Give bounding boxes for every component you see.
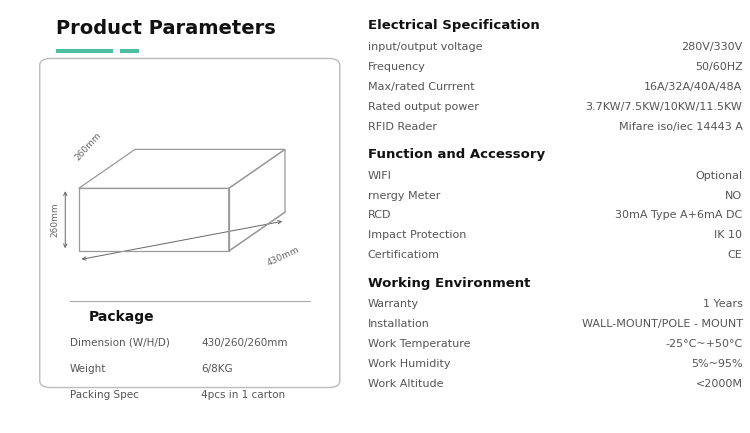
Text: Installation: Installation xyxy=(368,319,429,329)
Text: Work Altitude: Work Altitude xyxy=(368,379,443,389)
Text: NO: NO xyxy=(725,191,742,200)
Text: Function and Accessory: Function and Accessory xyxy=(368,148,544,161)
Text: 430/260/260mm: 430/260/260mm xyxy=(201,338,287,348)
Text: 5%~95%: 5%~95% xyxy=(691,359,742,369)
Text: Work Humidity: Work Humidity xyxy=(368,359,450,369)
Text: rnergy Meter: rnergy Meter xyxy=(368,191,440,200)
Text: 430mm: 430mm xyxy=(266,245,301,268)
Text: Impact Protection: Impact Protection xyxy=(368,230,466,240)
Text: <2000M: <2000M xyxy=(695,379,742,389)
Text: Weight: Weight xyxy=(70,364,106,374)
Text: WIFI: WIFI xyxy=(368,171,392,181)
Bar xyxy=(56,49,112,53)
Bar xyxy=(120,49,139,53)
Text: RCD: RCD xyxy=(368,210,391,220)
Text: Working Environment: Working Environment xyxy=(368,277,530,290)
Text: input/output voltage: input/output voltage xyxy=(368,42,482,52)
FancyBboxPatch shape xyxy=(40,58,340,388)
Text: Certificatiom: Certificatiom xyxy=(368,250,440,260)
Text: 4pcs in 1 carton: 4pcs in 1 carton xyxy=(201,390,285,400)
Text: 16A/32A/40A/48A: 16A/32A/40A/48A xyxy=(644,82,742,92)
Text: Mifare iso/iec 14443 A: Mifare iso/iec 14443 A xyxy=(619,122,742,132)
Text: Rated output power: Rated output power xyxy=(368,102,478,112)
Text: Package: Package xyxy=(88,310,154,323)
Text: 50/60HZ: 50/60HZ xyxy=(694,62,742,72)
Text: RFID Reader: RFID Reader xyxy=(368,122,436,132)
Text: Warranty: Warranty xyxy=(368,299,419,309)
Text: 6/8KG: 6/8KG xyxy=(201,364,232,374)
Text: 260mm: 260mm xyxy=(74,131,103,162)
Text: Optional: Optional xyxy=(695,171,742,181)
Text: Work Temperature: Work Temperature xyxy=(368,339,470,349)
Text: -25°C~+50°C: -25°C~+50°C xyxy=(665,339,742,349)
Text: Electrical Specification: Electrical Specification xyxy=(368,19,539,32)
Text: IK 10: IK 10 xyxy=(715,230,742,240)
Text: 30mA Type A+6mA DC: 30mA Type A+6mA DC xyxy=(615,210,742,220)
Text: Packing Spec: Packing Spec xyxy=(70,390,139,400)
Text: 280V/330V: 280V/330V xyxy=(681,42,742,52)
Text: Max/rated Currrent: Max/rated Currrent xyxy=(368,82,474,92)
Text: 3.7KW/7.5KW/10KW/11.5KW: 3.7KW/7.5KW/10KW/11.5KW xyxy=(586,102,742,112)
Text: 260mm: 260mm xyxy=(50,203,59,237)
Text: CE: CE xyxy=(728,250,742,260)
Text: 1 Years: 1 Years xyxy=(703,299,742,309)
Text: Product Parameters: Product Parameters xyxy=(56,19,276,39)
Text: Frequency: Frequency xyxy=(368,62,425,72)
Text: Dimension (W/H/D): Dimension (W/H/D) xyxy=(70,338,170,348)
Text: WALL-MOUNT/POLE - MOUNT: WALL-MOUNT/POLE - MOUNT xyxy=(581,319,742,329)
